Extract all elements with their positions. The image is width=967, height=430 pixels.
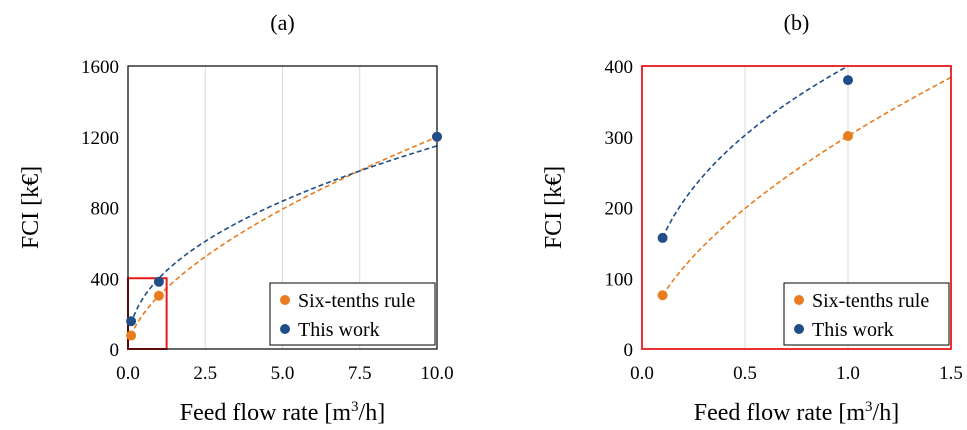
y-axis-title: FCI [k€]: [18, 166, 44, 249]
y-tick-label: 400: [605, 57, 634, 78]
data-point-this-work: [153, 276, 164, 287]
legend-box: [783, 282, 950, 346]
y-tick-label: 1200: [81, 128, 119, 149]
legend-marker: [794, 324, 804, 334]
legend-label: Six-tenths rule: [298, 290, 415, 312]
panel-title: (a): [270, 10, 294, 35]
chart-panel-a: (a) 0 400 800 1200 1600 0.0 2.5 5.0 7.5 10.0 Feed f…: [18, 10, 454, 426]
legend-marker: [280, 295, 290, 305]
x-tick-label: 10.0: [420, 363, 453, 384]
x-tick-label: 1.5: [939, 363, 963, 384]
x-tick-label: 0.0: [116, 363, 140, 384]
x-tick-label: 5.0: [271, 363, 295, 384]
data-point-six-tenths: [126, 330, 137, 341]
data-point-six-tenths: [153, 290, 164, 301]
y-tick-label: 400: [91, 269, 120, 290]
x-tick-label: 0.0: [630, 363, 654, 384]
legend: Six-tenths rule This work: [783, 282, 950, 346]
data-point-six-tenths: [843, 131, 853, 142]
x-tick-label: 2.5: [193, 363, 217, 384]
legend: Six-tenths rule This work: [269, 282, 436, 346]
legend-marker: [280, 324, 290, 334]
legend-label: Six-tenths rule: [812, 290, 929, 312]
x-tick-label: 0.5: [733, 363, 757, 384]
y-tick-label: 300: [605, 128, 634, 149]
y-tick-label: 800: [91, 199, 120, 220]
data-point-this-work: [843, 75, 853, 86]
legend-marker: [794, 295, 804, 305]
legend-box: [269, 282, 436, 346]
x-axis-title: Feed flow rate [m3/h]: [694, 399, 899, 426]
trend-line-this-work: [661, 65, 849, 238]
chart-panel-b: (b) 0 100 200 300 400 0.0 0.5 1.0 1.5 Feed flow ra…: [541, 10, 963, 426]
x-tick-label: 7.5: [348, 363, 372, 384]
y-axis-title: FCI [k€]: [541, 166, 567, 249]
trend-line-six-tenths: [661, 76, 952, 296]
data-point-this-work: [126, 316, 137, 327]
y-tick-label: 0: [110, 340, 120, 361]
trend-line-six-tenths: [130, 136, 438, 336]
panel-title: (b): [784, 10, 810, 35]
data-point-six-tenths: [657, 290, 668, 301]
y-tick-label: 1600: [81, 57, 119, 78]
plot-frame: [641, 65, 952, 350]
x-tick-label: 1.0: [836, 363, 860, 384]
y-tick-label: 0: [624, 340, 634, 361]
data-point-this-work: [432, 131, 442, 142]
trend-line-this-work: [130, 145, 438, 325]
y-tick-label: 200: [605, 199, 634, 220]
y-tick-label: 100: [605, 269, 634, 290]
plot-frame: [127, 65, 438, 350]
x-axis-title: Feed flow rate [m3/h]: [180, 399, 385, 426]
legend-label: This work: [812, 319, 894, 341]
data-point-this-work: [657, 232, 668, 243]
legend-label: This work: [298, 319, 380, 341]
